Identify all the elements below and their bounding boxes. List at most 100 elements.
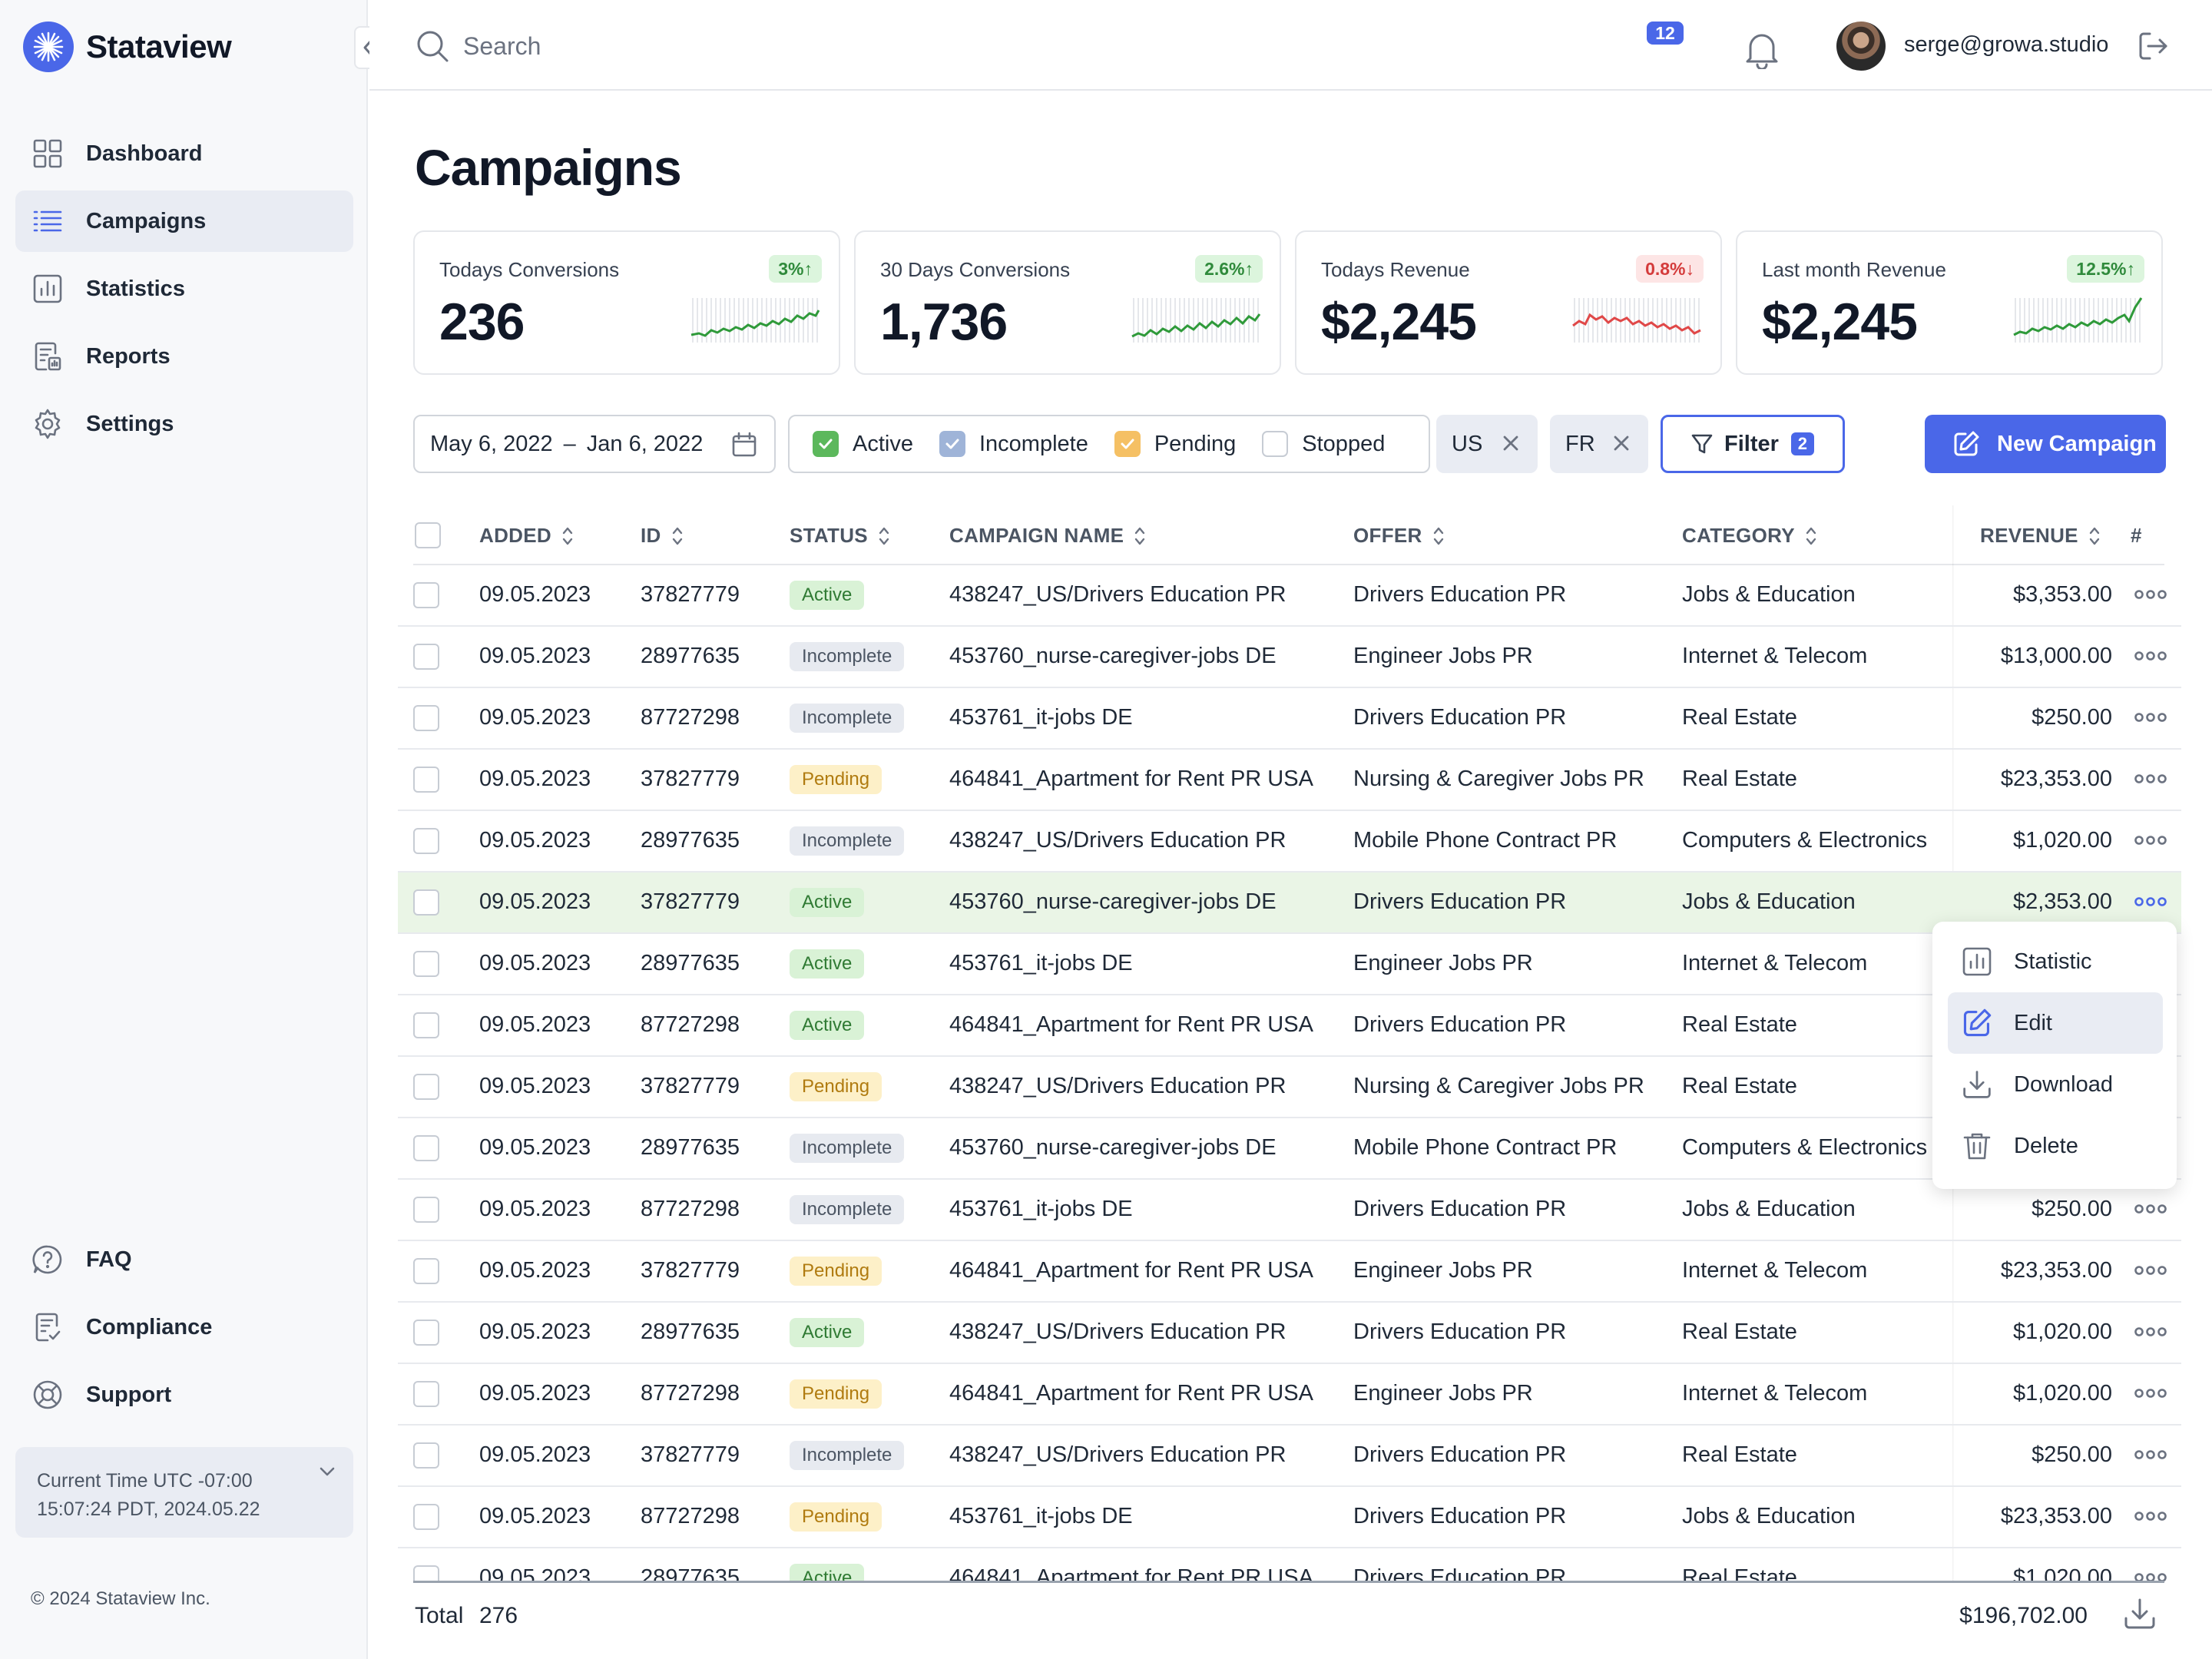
table-row[interactable]: 09.05.2023 28977635 Active 453761_it-jobs D…	[398, 934, 2181, 995]
status-filter-active[interactable]: Active	[813, 431, 913, 457]
bell-icon[interactable]	[1744, 31, 1780, 69]
column-header-revenue[interactable]: REVENUE	[1980, 524, 2101, 548]
row-checkbox[interactable]	[413, 1074, 439, 1100]
row-checkbox[interactable]	[413, 1012, 439, 1038]
column-header-category[interactable]: CATEGORY	[1682, 524, 1818, 548]
column-header-status[interactable]: STATUS	[790, 524, 891, 548]
table-row[interactable]: 09.05.2023 28977635 Incomplete 438247_US/Dr…	[398, 811, 2181, 873]
cell-campaign-name[interactable]: 453760_nurse-caregiver-jobs DE	[949, 1135, 1277, 1160]
more-options-icon[interactable]	[2134, 894, 2167, 909]
more-options-icon[interactable]	[2134, 587, 2167, 602]
cell-campaign-name[interactable]: 453761_it-jobs DE	[949, 1504, 1133, 1528]
more-options-icon[interactable]	[2134, 771, 2167, 786]
more-options-icon[interactable]	[2134, 1447, 2167, 1462]
date-range-picker[interactable]: May 6, 2022 – Jan 6, 2022	[413, 415, 776, 473]
status-filter-pending[interactable]: Pending	[1114, 431, 1236, 457]
more-options-icon[interactable]	[2134, 1201, 2167, 1217]
cell-campaign-name[interactable]: 453761_it-jobs DE	[949, 705, 1133, 730]
download-icon[interactable]	[2123, 1597, 2157, 1631]
menu-item-edit[interactable]: Edit	[1948, 992, 2163, 1054]
more-options-icon[interactable]	[2134, 648, 2167, 664]
menu-item-download[interactable]: Download	[1948, 1054, 2163, 1115]
row-checkbox[interactable]	[413, 767, 439, 793]
table-row[interactable]: 09.05.2023 37827779 Incomplete 438247_US/Dr…	[398, 1426, 2181, 1487]
column-header-added[interactable]: ADDED	[479, 524, 575, 548]
table-row[interactable]: 09.05.2023 37827779 Pending 464841_Apartmen…	[398, 1241, 2181, 1303]
status-filter-incomplete[interactable]: Incomplete	[939, 431, 1088, 457]
table-row[interactable]: 09.05.2023 37827779 Active 438247_US/Driver…	[398, 565, 2181, 627]
more-options-icon[interactable]	[2134, 1508, 2167, 1524]
nav-item-dashboard[interactable]: Dashboard	[15, 123, 353, 184]
row-checkbox[interactable]	[413, 889, 439, 916]
new-campaign-button[interactable]: New Campaign	[1925, 415, 2166, 473]
table-row[interactable]: 09.05.2023 28977635 Active 438247_US/Driver…	[398, 1303, 2181, 1364]
filter-button[interactable]: Filter 2	[1661, 415, 1845, 473]
app-logo[interactable]: Stataview	[23, 22, 232, 72]
row-checkbox[interactable]	[413, 1197, 439, 1223]
menu-item-delete[interactable]: Delete	[1948, 1115, 2163, 1177]
row-checkbox[interactable]	[413, 644, 439, 670]
cell-campaign-name[interactable]: 453761_it-jobs DE	[949, 951, 1133, 975]
row-checkbox[interactable]	[413, 582, 439, 608]
row-checkbox[interactable]	[413, 705, 439, 731]
row-checkbox[interactable]	[413, 1442, 439, 1469]
cell-campaign-name[interactable]: 453760_nurse-caregiver-jobs DE	[949, 644, 1277, 668]
row-checkbox[interactable]	[413, 951, 439, 977]
avatar[interactable]	[1836, 22, 1886, 71]
table-row[interactable]: 09.05.2023 37827779 Active 453760_nurse-car…	[398, 873, 2181, 934]
cell-campaign-name[interactable]: 464841_Apartment for Rent PR USA	[949, 1012, 1313, 1037]
nav-item-support[interactable]: Support	[15, 1364, 353, 1426]
search-field[interactable]: Search	[416, 29, 541, 63]
cell-campaign-name[interactable]: 453761_it-jobs DE	[949, 1197, 1133, 1221]
table-row[interactable]: 09.05.2023 37827779 Pending 438247_US/Drive…	[398, 1057, 2181, 1118]
row-checkbox[interactable]	[413, 828, 439, 854]
logout-icon[interactable]	[2137, 31, 2168, 61]
row-checkbox[interactable]	[413, 1381, 439, 1407]
row-checkbox[interactable]	[413, 1320, 439, 1346]
nav-item-settings[interactable]: Settings	[15, 393, 353, 455]
column-header-campaign-name[interactable]: CAMPAIGN NAME	[949, 524, 1147, 548]
row-checkbox[interactable]	[413, 1504, 439, 1530]
nav-item-faq[interactable]: FAQ	[15, 1229, 353, 1290]
column-header-id[interactable]: ID	[641, 524, 684, 548]
table-row[interactable]: 09.05.2023 37827779 Pending 464841_Apartmen…	[398, 750, 2181, 811]
nav-item-statistics[interactable]: Statistics	[15, 258, 353, 320]
nav-item-compliance[interactable]: Compliance	[15, 1296, 353, 1358]
more-options-icon[interactable]	[2134, 1386, 2167, 1401]
row-checkbox[interactable]	[413, 1258, 439, 1284]
cell-campaign-name[interactable]: 438247_US/Drivers Education PR	[949, 1320, 1286, 1344]
table-row[interactable]: 09.05.2023 28977635 Incomplete 453760_nurse…	[398, 1118, 2181, 1180]
cell-campaign-name[interactable]: 438247_US/Drivers Education PR	[949, 828, 1286, 853]
table-row[interactable]: 09.05.2023 87727298 Active 464841_Apartment…	[398, 995, 2181, 1057]
cell-campaign-name[interactable]: 464841_Apartment for Rent PR USA	[949, 1258, 1313, 1283]
nav-item-campaigns[interactable]: Campaigns	[15, 190, 353, 252]
table-row[interactable]: 09.05.2023 87727298 Incomplete 453761_it-jo…	[398, 1180, 2181, 1241]
more-options-icon[interactable]	[2134, 833, 2167, 848]
more-options-icon[interactable]	[2134, 1263, 2167, 1278]
row-checkbox[interactable]	[413, 1135, 439, 1161]
cell-campaign-name[interactable]: 438247_US/Drivers Education PR	[949, 1442, 1286, 1467]
table-row[interactable]: 09.05.2023 87727298 Incomplete 453761_it-jo…	[398, 688, 2181, 750]
cell-campaign-name[interactable]: 464841_Apartment for Rent PR USA	[949, 767, 1313, 791]
select-all-checkbox[interactable]	[415, 522, 441, 548]
cell-campaign-name[interactable]: 464841_Apartment for Rent PR USA	[949, 1381, 1313, 1406]
cell-campaign-name[interactable]: 453760_nurse-caregiver-jobs DE	[949, 889, 1277, 914]
table-row[interactable]: 09.05.2023 28977635 Active 464841_Apartment…	[398, 1548, 2181, 1582]
cell-campaign-name[interactable]: 438247_US/Drivers Education PR	[949, 582, 1286, 607]
menu-item-statistic[interactable]: Statistic	[1948, 931, 2163, 992]
close-icon[interactable]	[1611, 433, 1631, 453]
column-header-offer[interactable]: OFFER	[1353, 524, 1445, 548]
row-checkbox[interactable]	[413, 1565, 439, 1582]
cell-campaign-name[interactable]: 464841_Apartment for Rent PR USA	[949, 1565, 1313, 1582]
status-filter-stopped[interactable]: Stopped	[1262, 431, 1385, 457]
nav-item-reports[interactable]: Reports	[15, 326, 353, 387]
user-email[interactable]: serge@growa.studio	[1904, 32, 2109, 57]
timezone-box[interactable]: Current Time UTC -07:00 15:07:24 PDT, 20…	[15, 1447, 353, 1538]
more-options-icon[interactable]	[2134, 710, 2167, 725]
table-row[interactable]: 09.05.2023 87727298 Pending 453761_it-jobs …	[398, 1487, 2181, 1548]
table-row[interactable]: 09.05.2023 28977635 Incomplete 453760_nurse…	[398, 627, 2181, 688]
more-options-icon[interactable]	[2134, 1324, 2167, 1339]
cell-campaign-name[interactable]: 438247_US/Drivers Education PR	[949, 1074, 1286, 1098]
table-row[interactable]: 09.05.2023 87727298 Pending 464841_Apartmen…	[398, 1364, 2181, 1426]
close-icon[interactable]	[1501, 433, 1521, 453]
